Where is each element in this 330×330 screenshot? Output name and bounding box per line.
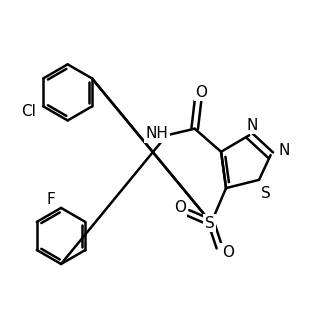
Text: NH: NH <box>146 126 169 141</box>
Text: O: O <box>195 85 207 100</box>
Text: F: F <box>47 192 55 207</box>
Text: O: O <box>174 200 186 215</box>
Text: Cl: Cl <box>21 104 36 119</box>
Text: S: S <box>205 216 214 231</box>
Text: N: N <box>247 118 258 133</box>
Text: O: O <box>222 245 234 260</box>
Text: S: S <box>261 185 271 201</box>
Text: N: N <box>278 143 289 158</box>
